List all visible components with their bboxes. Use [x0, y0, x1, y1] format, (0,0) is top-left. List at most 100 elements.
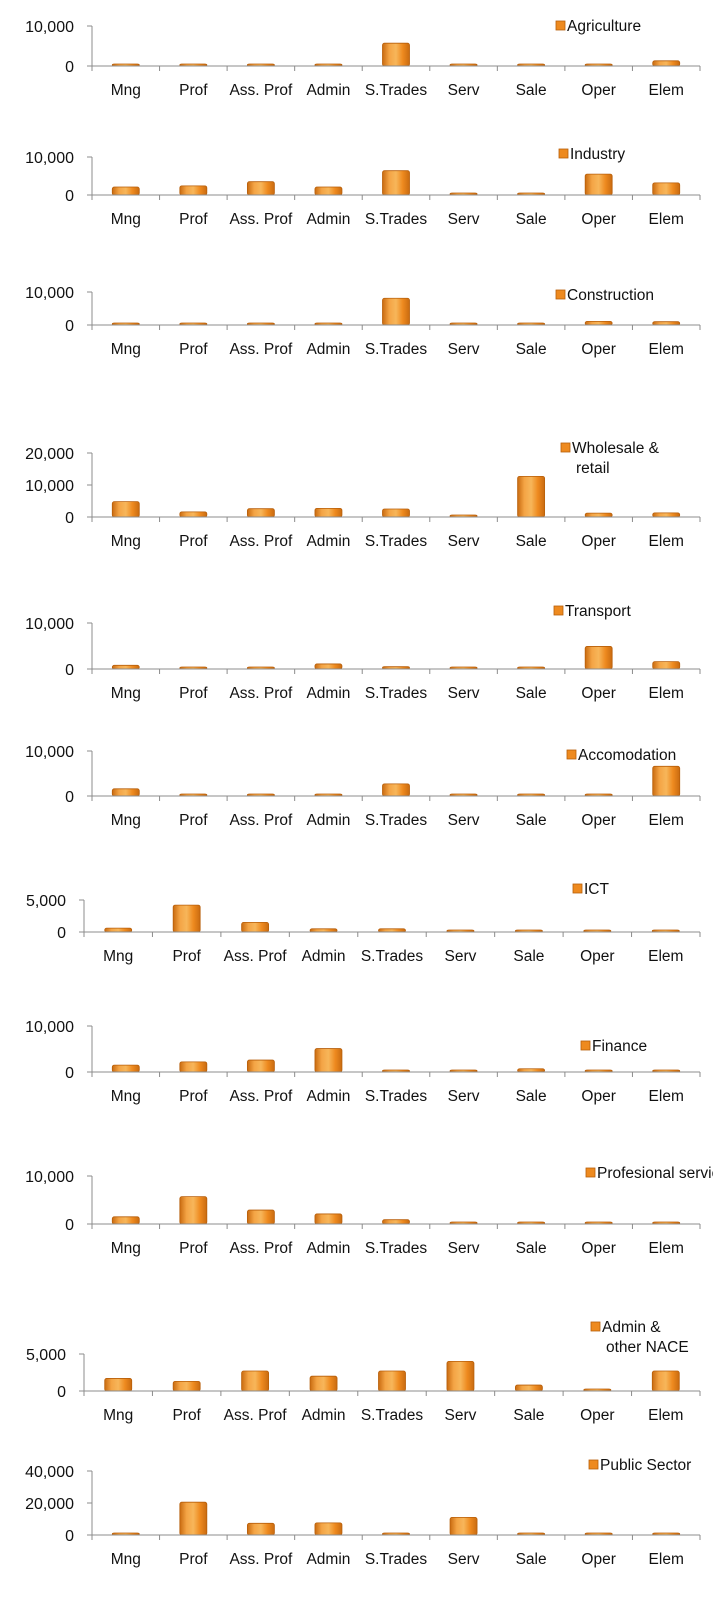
x-tick-label-sale: Sale	[516, 82, 547, 99]
x-tick-label-mng: Mng	[111, 82, 141, 99]
bar-s-trades	[382, 297, 410, 326]
x-tick-label-mng: Mng	[111, 341, 141, 358]
x-tick-label-elem: Elem	[649, 812, 684, 829]
x-tick-label-elem: Elem	[649, 82, 684, 99]
bar-ass-prof	[246, 1209, 275, 1225]
y-tick-label: 10,000	[25, 285, 74, 302]
x-tick-label-mng: Mng	[103, 1407, 133, 1424]
bar-admin	[314, 507, 343, 518]
legend-swatch	[572, 883, 583, 894]
bar-ass-prof	[241, 922, 270, 933]
bar-admin	[314, 1048, 343, 1073]
bar-prof	[179, 185, 208, 196]
y-tick-label: 0	[57, 925, 66, 942]
y-tick-label: 5,000	[26, 1347, 66, 1364]
y-tick-label: 0	[65, 59, 74, 76]
x-tick-label-admin: Admin	[302, 948, 346, 965]
bar-ass-prof	[246, 508, 275, 518]
x-tick-label-mng: Mng	[111, 1551, 141, 1568]
chart-industry: 0 10,000 Mng Prof Ass. Prof Admin S.Trades Serv…	[25, 146, 701, 228]
bar-sale	[514, 1384, 543, 1392]
legend-swatch	[566, 749, 577, 760]
x-tick-label-ass-prof: Ass. Prof	[229, 211, 293, 228]
chart-public-sector: 0 20,000 40,000 Mng Prof Ass. Prof Admin S.Trad…	[25, 1457, 701, 1568]
x-tick-label-s-trades: S.Trades	[361, 948, 424, 965]
x-tick-label-ass-prof: Ass. Prof	[229, 533, 293, 550]
bar-prof	[179, 1501, 208, 1536]
legend: Finance	[580, 1038, 647, 1055]
x-tick-label-oper: Oper	[580, 1407, 614, 1424]
x-tick-label-ass-prof: Ass. Prof	[229, 685, 293, 702]
legend-label: Public Sector	[600, 1457, 691, 1474]
legend-label: Construction	[567, 287, 654, 304]
x-tick-label-ass-prof: Ass. Prof	[229, 812, 293, 829]
x-tick-label-oper: Oper	[581, 341, 615, 358]
bar-admin	[314, 1522, 343, 1536]
y-tick-label: 0	[65, 1217, 74, 1234]
x-tick-label-oper: Oper	[580, 948, 614, 965]
x-tick-label-elem: Elem	[648, 948, 683, 965]
legend-label: Industry	[570, 146, 625, 163]
x-tick-label-elem: Elem	[648, 1407, 683, 1424]
bar-prof	[179, 511, 208, 518]
chart-construction: 0 10,000 Mng Prof Ass. Prof Admin S.Trades Serv…	[25, 285, 701, 358]
x-tick-label-mng: Mng	[111, 533, 141, 550]
bar-elem	[652, 60, 681, 67]
y-tick-label: 10,000	[25, 744, 74, 761]
bar-ass-prof	[241, 1370, 270, 1392]
y-tick-label: 0	[65, 318, 74, 335]
legend-swatch	[580, 1040, 591, 1051]
bar-oper	[584, 646, 613, 670]
y-tick-label: 40,000	[25, 1464, 74, 1481]
y-tick-label: 10,000	[25, 19, 74, 36]
chart-agriculture: 0 10,000 Mng Prof Ass. Prof Admin S.Trades Serv…	[25, 18, 701, 99]
chart-profesional-services: 0 10,000 Mng Prof Ass. Prof Admin S.Trades Serv…	[25, 1165, 713, 1257]
bar-serv	[446, 1361, 475, 1392]
x-tick-label-elem: Elem	[649, 1088, 684, 1105]
x-tick-label-prof: Prof	[179, 1551, 208, 1568]
bar-elem	[651, 1370, 680, 1392]
y-tick-label: 10,000	[25, 1169, 74, 1186]
bar-elem	[652, 512, 681, 518]
legend: Transport	[553, 603, 631, 620]
y-tick-label: 0	[65, 1528, 74, 1545]
bar-mng	[111, 788, 140, 797]
x-tick-label-serv: Serv	[448, 685, 480, 702]
bar-ass-prof	[246, 1059, 275, 1073]
legend-label: ICT	[584, 881, 610, 898]
x-tick-label-mng: Mng	[111, 1240, 141, 1257]
x-tick-label-oper: Oper	[581, 211, 615, 228]
bar-mng	[111, 1064, 140, 1073]
x-tick-label-mng: Mng	[103, 948, 133, 965]
y-tick-label: 0	[65, 1065, 74, 1082]
legend-label: Admin & other NACE	[602, 1319, 689, 1356]
x-tick-label-admin: Admin	[306, 1240, 350, 1257]
bar-sale	[517, 475, 546, 518]
legend: Agriculture	[555, 18, 641, 35]
x-tick-label-oper: Oper	[581, 1551, 615, 1568]
legend-swatch	[590, 1321, 601, 1332]
bar-mng	[111, 1216, 140, 1225]
x-tick-label-ass-prof: Ass. Prof	[229, 1088, 293, 1105]
x-tick-label-sale: Sale	[513, 1407, 544, 1424]
x-tick-label-s-trades: S.Trades	[365, 812, 428, 829]
y-tick-label: 0	[65, 510, 74, 527]
x-tick-label-sale: Sale	[516, 1240, 547, 1257]
legend: Industry	[558, 146, 625, 163]
legend: Wholesale & retail	[560, 440, 660, 477]
bar-oper	[584, 320, 613, 326]
legend-swatch	[558, 148, 569, 159]
x-tick-label-admin: Admin	[306, 211, 350, 228]
bar-prof	[179, 1196, 208, 1225]
legend-swatch	[585, 1167, 596, 1178]
y-tick-label: 20,000	[25, 446, 74, 463]
chart-admin-other-nace: 0 5,000 Mng Prof Ass. Prof Admin S.Trades Serv S…	[26, 1319, 701, 1424]
x-tick-label-sale: Sale	[516, 1088, 547, 1105]
x-tick-label-admin: Admin	[306, 533, 350, 550]
x-tick-label-s-trades: S.Trades	[365, 82, 428, 99]
y-tick-label: 0	[65, 789, 74, 806]
x-tick-label-s-trades: S.Trades	[365, 1551, 428, 1568]
x-tick-label-serv: Serv	[448, 341, 480, 358]
x-tick-label-sale: Sale	[516, 533, 547, 550]
